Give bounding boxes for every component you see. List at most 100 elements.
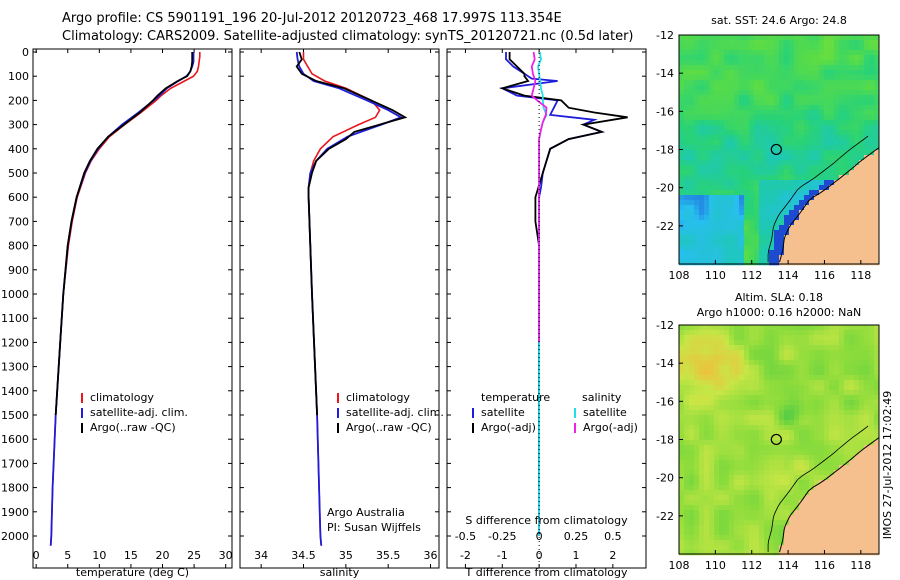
map-cell [864, 145, 870, 151]
map-cell [859, 530, 865, 536]
map-cell [749, 185, 755, 191]
map-cell [854, 330, 860, 336]
map-cell [799, 435, 805, 441]
map-cell [719, 225, 725, 231]
map-cell [819, 220, 825, 226]
map-cell [679, 245, 685, 251]
map-cell [789, 390, 795, 396]
map-cell [804, 55, 810, 61]
map-cell [799, 175, 805, 181]
map-cell [764, 155, 770, 161]
map-cell [809, 480, 815, 486]
map-cell [854, 85, 860, 91]
map-cell [744, 420, 750, 426]
map-cell [854, 445, 860, 451]
map-cell [774, 45, 780, 51]
map-cell [799, 460, 805, 466]
map-cell [754, 450, 760, 456]
map-cell [779, 235, 785, 241]
map-cell [719, 400, 725, 406]
map-cell [824, 540, 830, 546]
map-cell [749, 510, 755, 516]
map-cell [849, 175, 855, 181]
map-cell [819, 205, 825, 211]
map-cell [704, 540, 710, 546]
map-cell [724, 505, 730, 511]
map-cell [684, 545, 690, 551]
map-cell [839, 55, 845, 61]
map-cell [864, 150, 870, 156]
map-cell [759, 380, 765, 386]
map-cell [869, 115, 875, 121]
map-cell [874, 525, 880, 531]
map-cell [849, 245, 855, 251]
map-cell [699, 325, 705, 331]
map-cell [789, 115, 795, 121]
map-cell [734, 335, 740, 341]
map-cell [824, 340, 830, 346]
map-cell [729, 455, 735, 461]
map-cell [729, 485, 735, 491]
map-cell [809, 120, 815, 126]
map-cell [809, 195, 815, 201]
map-cell [714, 485, 720, 491]
map-cell [759, 505, 765, 511]
map-cell [704, 470, 710, 476]
map-cell [699, 340, 705, 346]
map-cell [774, 210, 780, 216]
map-cell [704, 40, 710, 46]
map-cell [759, 155, 765, 161]
map-cell [829, 385, 835, 391]
map-cell [729, 510, 735, 516]
map-cell [754, 170, 760, 176]
map-cell [854, 450, 860, 456]
map-cell [774, 100, 780, 106]
map-cell [744, 445, 750, 451]
map-cell [739, 440, 745, 446]
map-cell [694, 75, 700, 81]
y-tick-label: 600 [8, 191, 29, 204]
x-tick-label: 0 [536, 549, 543, 562]
map-cell [739, 420, 745, 426]
map-cell [754, 550, 760, 556]
map-cell [744, 330, 750, 336]
map-cell [774, 460, 780, 466]
map-cell [724, 540, 730, 546]
map-cell [869, 420, 875, 426]
map-cell [824, 180, 830, 186]
map-cell [779, 150, 785, 156]
map-cell [689, 45, 695, 51]
map-cell [809, 155, 815, 161]
map-cell [784, 205, 790, 211]
map-cell [714, 515, 720, 521]
map-cell [704, 35, 710, 41]
map-cell [764, 50, 770, 56]
map-cell [829, 195, 835, 201]
map-cell [789, 215, 795, 221]
map-cell [849, 415, 855, 421]
map-cell [794, 455, 800, 461]
map-cell [734, 115, 740, 121]
map-cell [759, 135, 765, 141]
map-cell [734, 165, 740, 171]
map-cell [849, 480, 855, 486]
map-cell [854, 220, 860, 226]
map-cell [699, 410, 705, 416]
map-cell [804, 345, 810, 351]
map-cell [744, 90, 750, 96]
map-cell [874, 245, 880, 251]
map-cell [724, 75, 730, 81]
map-cell [829, 435, 835, 441]
map-cell [854, 455, 860, 461]
map-cell [839, 70, 845, 76]
map-cell [769, 445, 775, 451]
map-cell [709, 440, 715, 446]
map-cell [724, 40, 730, 46]
map-cell [819, 350, 825, 356]
map-cell [794, 35, 800, 41]
map-cell [699, 470, 705, 476]
map-cell [734, 390, 740, 396]
map-cell [739, 530, 745, 536]
map-cell [734, 480, 740, 486]
map-cell [804, 420, 810, 426]
